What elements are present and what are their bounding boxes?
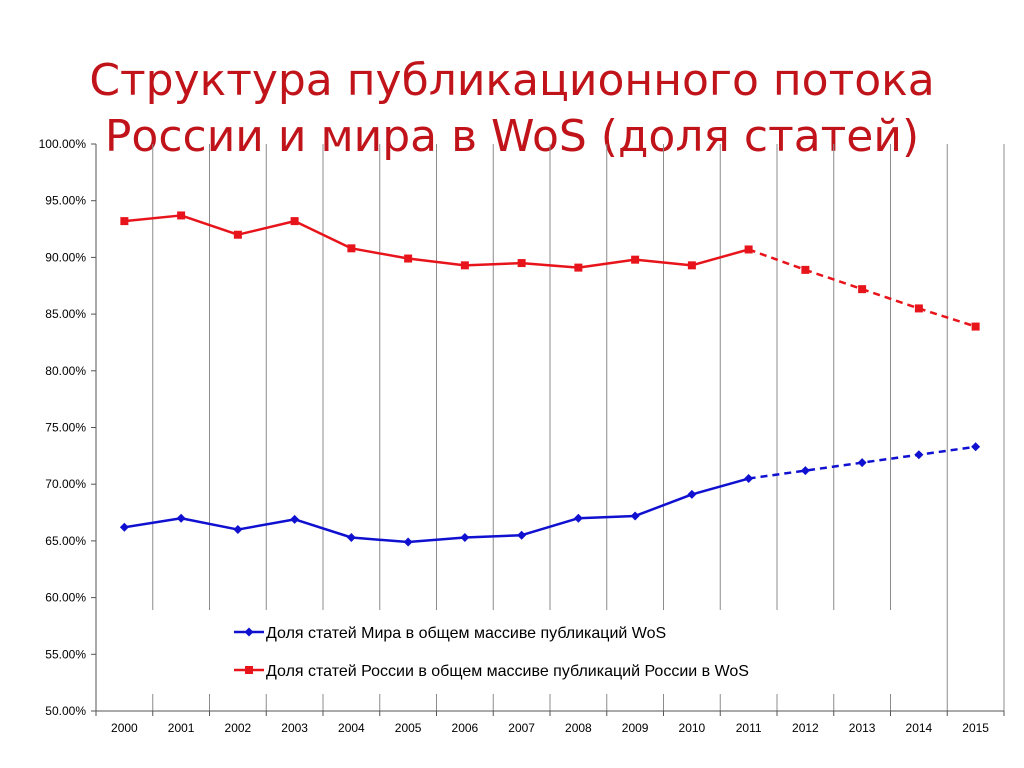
x-tick-label: 2009 — [622, 721, 649, 735]
data-point — [460, 261, 469, 270]
data-point — [574, 263, 583, 272]
x-tick-label: 2008 — [565, 721, 592, 735]
data-point — [233, 525, 243, 535]
x-tick-label: 2014 — [906, 721, 933, 735]
x-tick-label: 2015 — [962, 721, 989, 735]
data-point — [346, 532, 356, 542]
chart-grid — [152, 144, 1005, 711]
data-point — [176, 513, 186, 523]
slide-title-line-1: Структура публикационного потока — [89, 55, 935, 107]
data-point — [687, 489, 697, 499]
data-point — [914, 450, 924, 460]
x-tick-label: 2007 — [508, 721, 535, 735]
data-point — [517, 259, 526, 268]
data-point — [858, 285, 867, 294]
x-tick-label: 2010 — [679, 721, 706, 735]
data-point — [119, 522, 129, 532]
data-point — [573, 513, 583, 523]
legend-marker — [245, 666, 253, 674]
data-point — [971, 442, 981, 452]
data-point — [404, 254, 413, 263]
chart-axes: 100.00% 95.00% 90.00% 85.00% 80.00% 75.00% 70.… — [39, 137, 1005, 735]
legend-marker — [244, 627, 254, 637]
data-point — [630, 511, 640, 521]
y-tick-label: 50.00% — [45, 704, 86, 718]
chart-series — [119, 211, 981, 547]
x-tick-label: 2011 — [736, 721, 762, 735]
data-point — [631, 255, 640, 264]
series-line-solid — [124, 214, 749, 269]
legend-item-2: Доля статей России в общем массиве публи… — [234, 663, 749, 680]
x-tick-label: 2003 — [281, 721, 308, 735]
y-tick-label: 70.00% — [45, 477, 86, 491]
y-tick-label: 100.00% — [39, 137, 87, 151]
y-tick-label: 90.00% — [45, 250, 86, 264]
data-point — [290, 514, 300, 524]
x-tick-label: 2000 — [111, 721, 138, 735]
data-point — [517, 530, 527, 540]
y-tick-label: 65.00% — [45, 534, 86, 548]
data-point — [120, 217, 129, 226]
data-point — [347, 244, 356, 253]
series-line-solid — [124, 477, 749, 544]
series-1 — [119, 442, 981, 547]
x-tick-label: 2004 — [338, 721, 365, 735]
data-point — [403, 537, 413, 547]
y-tick-label: 55.00% — [45, 647, 86, 661]
x-tick-label: 2006 — [452, 721, 479, 735]
data-point — [914, 304, 923, 313]
slide-title-line-2: России и мира в WoS (доля статей) — [104, 111, 920, 163]
data-point — [460, 532, 470, 542]
legend-background — [152, 612, 946, 692]
y-tick-label: 80.00% — [45, 364, 86, 378]
data-point — [687, 261, 696, 270]
data-point — [801, 265, 810, 274]
y-tick-label: 60.00% — [45, 591, 86, 605]
chart-legend: Доля статей Мира в общем массиве публика… — [152, 612, 946, 692]
legend-label: Доля статей России в общем массиве публи… — [266, 663, 749, 680]
y-tick-label: 95.00% — [45, 194, 86, 208]
x-tick-label: 2013 — [849, 721, 876, 735]
data-point — [177, 211, 186, 220]
legend-item-1: Доля статей Мира в общем массиве публика… — [234, 625, 666, 642]
data-point — [744, 245, 753, 254]
data-point — [290, 217, 299, 226]
slide-title: Структура публикационного потока России … — [0, 53, 1024, 165]
data-point — [233, 230, 242, 239]
x-tick-label: 2005 — [395, 721, 422, 735]
y-tick-label: 75.00% — [45, 421, 86, 435]
y-tick-label: 85.00% — [45, 307, 86, 321]
x-tick-label: 2012 — [792, 721, 819, 735]
data-point — [744, 474, 754, 484]
x-tick-label: 2002 — [225, 721, 252, 735]
legend-label: Доля статей Мира в общем массиве публика… — [266, 625, 666, 642]
data-point — [857, 458, 867, 468]
series-2 — [120, 211, 980, 331]
data-point — [800, 466, 810, 476]
data-point — [971, 322, 980, 331]
x-tick-label: 2001 — [168, 721, 195, 735]
